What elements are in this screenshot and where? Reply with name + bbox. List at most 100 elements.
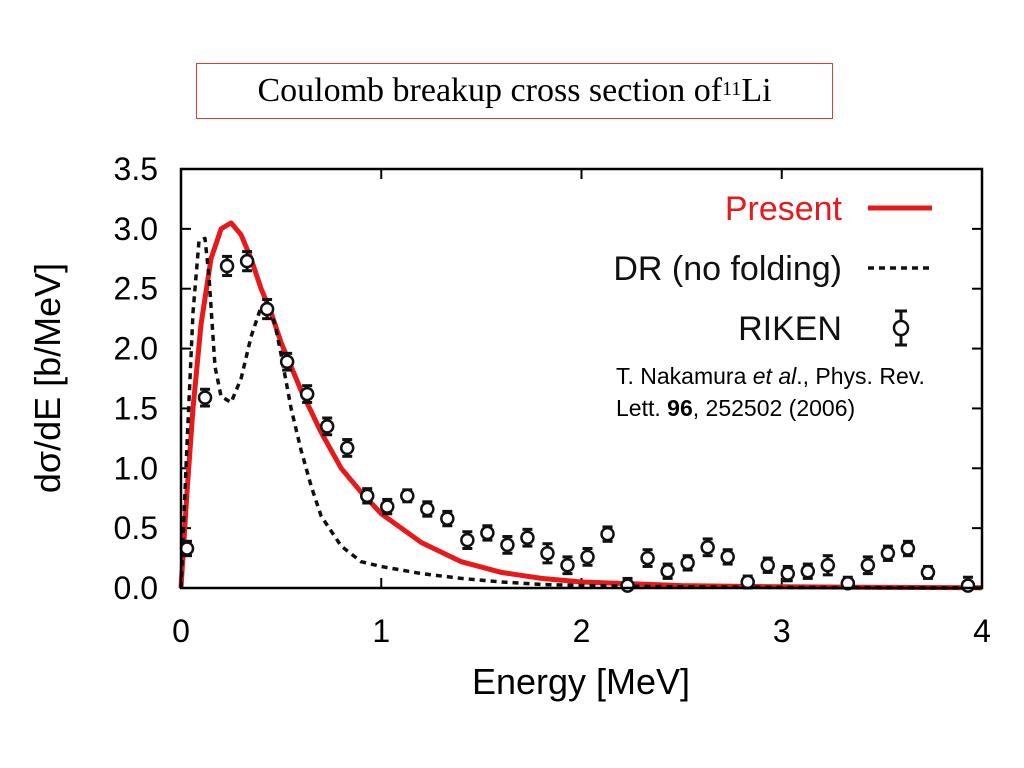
y-tick-label: 3.5 <box>114 151 158 187</box>
data-point <box>760 556 775 574</box>
data-point <box>800 562 816 580</box>
x-tick-label: 2 <box>573 613 591 649</box>
point-marker <box>480 525 495 541</box>
point-marker <box>420 501 435 517</box>
point-marker <box>920 565 936 580</box>
data-point <box>600 525 615 543</box>
point-marker <box>740 574 755 590</box>
x-tick-label: 0 <box>172 613 190 649</box>
point-marker <box>500 537 515 553</box>
y-axis-label: dσ/dE [b/MeV] <box>27 263 68 493</box>
data-point <box>660 562 675 580</box>
citation-rest: , 252502 (2006) <box>692 395 856 421</box>
title-prefix: Coulomb breakup cross section of <box>257 72 723 109</box>
data-point <box>440 509 455 528</box>
legend-label: Present <box>725 190 843 228</box>
data-point <box>820 554 836 577</box>
data-point <box>319 416 335 437</box>
y-tick-label: 0.5 <box>114 510 158 546</box>
data-point <box>960 575 976 593</box>
present-curve <box>178 220 983 591</box>
data-point <box>380 497 395 516</box>
citation-volume: 96 <box>667 395 693 421</box>
legend-marker <box>892 319 910 337</box>
y-tick-label: 1.5 <box>114 390 158 426</box>
y-tick-label: 2.0 <box>114 331 158 367</box>
point-marker <box>380 499 395 514</box>
dr-curve <box>179 236 983 590</box>
data-point <box>299 384 315 404</box>
point-marker <box>259 301 275 317</box>
data-point <box>520 527 535 548</box>
data-point <box>720 548 735 566</box>
point-marker <box>279 354 295 369</box>
x-tick-label: 1 <box>372 613 390 649</box>
citation: T. Nakamura et al., Phys. Rev. Lett. 96,… <box>616 360 956 424</box>
point-marker <box>620 578 635 593</box>
title-element: Li <box>741 72 772 109</box>
point-marker <box>660 563 675 579</box>
point-marker <box>239 253 255 269</box>
data-point <box>179 539 195 558</box>
data-point <box>740 574 755 590</box>
data-point <box>500 535 515 555</box>
data-point <box>780 564 796 583</box>
y-tick-label: 1.0 <box>114 450 158 486</box>
point-marker <box>600 526 615 542</box>
point-marker <box>299 386 315 402</box>
x-axis-label: Energy [MeV] <box>472 661 690 702</box>
legend: Present DR (no folding) RIKEN <box>613 190 932 348</box>
point-marker <box>440 511 455 526</box>
point-marker <box>400 488 415 504</box>
point-marker <box>760 558 775 573</box>
data-point <box>860 555 876 576</box>
data-point <box>540 542 555 565</box>
point-marker <box>780 566 796 581</box>
point-marker <box>820 558 836 573</box>
x-tick-label: 3 <box>773 613 791 649</box>
point-marker <box>359 488 375 504</box>
point-marker <box>720 549 735 565</box>
data-point <box>420 500 435 518</box>
point-marker <box>460 532 475 548</box>
data-point <box>580 546 595 567</box>
title-mass-number: 11 <box>722 77 742 100</box>
point-marker <box>520 530 535 545</box>
point-marker <box>540 546 555 561</box>
data-point <box>700 537 715 558</box>
point-marker <box>560 558 575 573</box>
point-marker <box>680 555 695 571</box>
data-point <box>460 530 475 550</box>
point-marker <box>339 440 355 456</box>
point-marker <box>700 540 715 555</box>
y-tick-label: 2.5 <box>114 271 158 307</box>
legend-label: RIKEN <box>738 310 842 348</box>
data-point <box>359 487 375 505</box>
chart-title: Coulomb breakup cross section of 11 Li <box>196 63 833 119</box>
data-point <box>560 555 575 576</box>
data-point <box>239 250 255 273</box>
point-marker <box>197 390 213 405</box>
citation-author: T. Nakamura <box>616 363 753 389</box>
point-marker <box>800 563 816 579</box>
data-point <box>900 539 916 558</box>
data-point <box>920 564 936 580</box>
data-point <box>339 438 355 458</box>
data-point <box>400 488 415 504</box>
point-marker <box>860 558 876 573</box>
plot-frame <box>179 167 984 590</box>
y-tick-label: 3.0 <box>114 211 158 247</box>
point-marker <box>319 419 335 434</box>
point-marker <box>580 549 595 565</box>
curves <box>178 220 983 591</box>
point-marker <box>880 546 896 561</box>
data-points <box>179 250 976 593</box>
point-marker <box>640 550 655 566</box>
data-point <box>680 554 695 572</box>
y-tick-label: 0.0 <box>114 570 158 606</box>
point-marker <box>219 258 235 274</box>
point-marker <box>900 541 916 556</box>
x-tick-label: 4 <box>973 613 991 649</box>
data-point <box>279 351 295 372</box>
